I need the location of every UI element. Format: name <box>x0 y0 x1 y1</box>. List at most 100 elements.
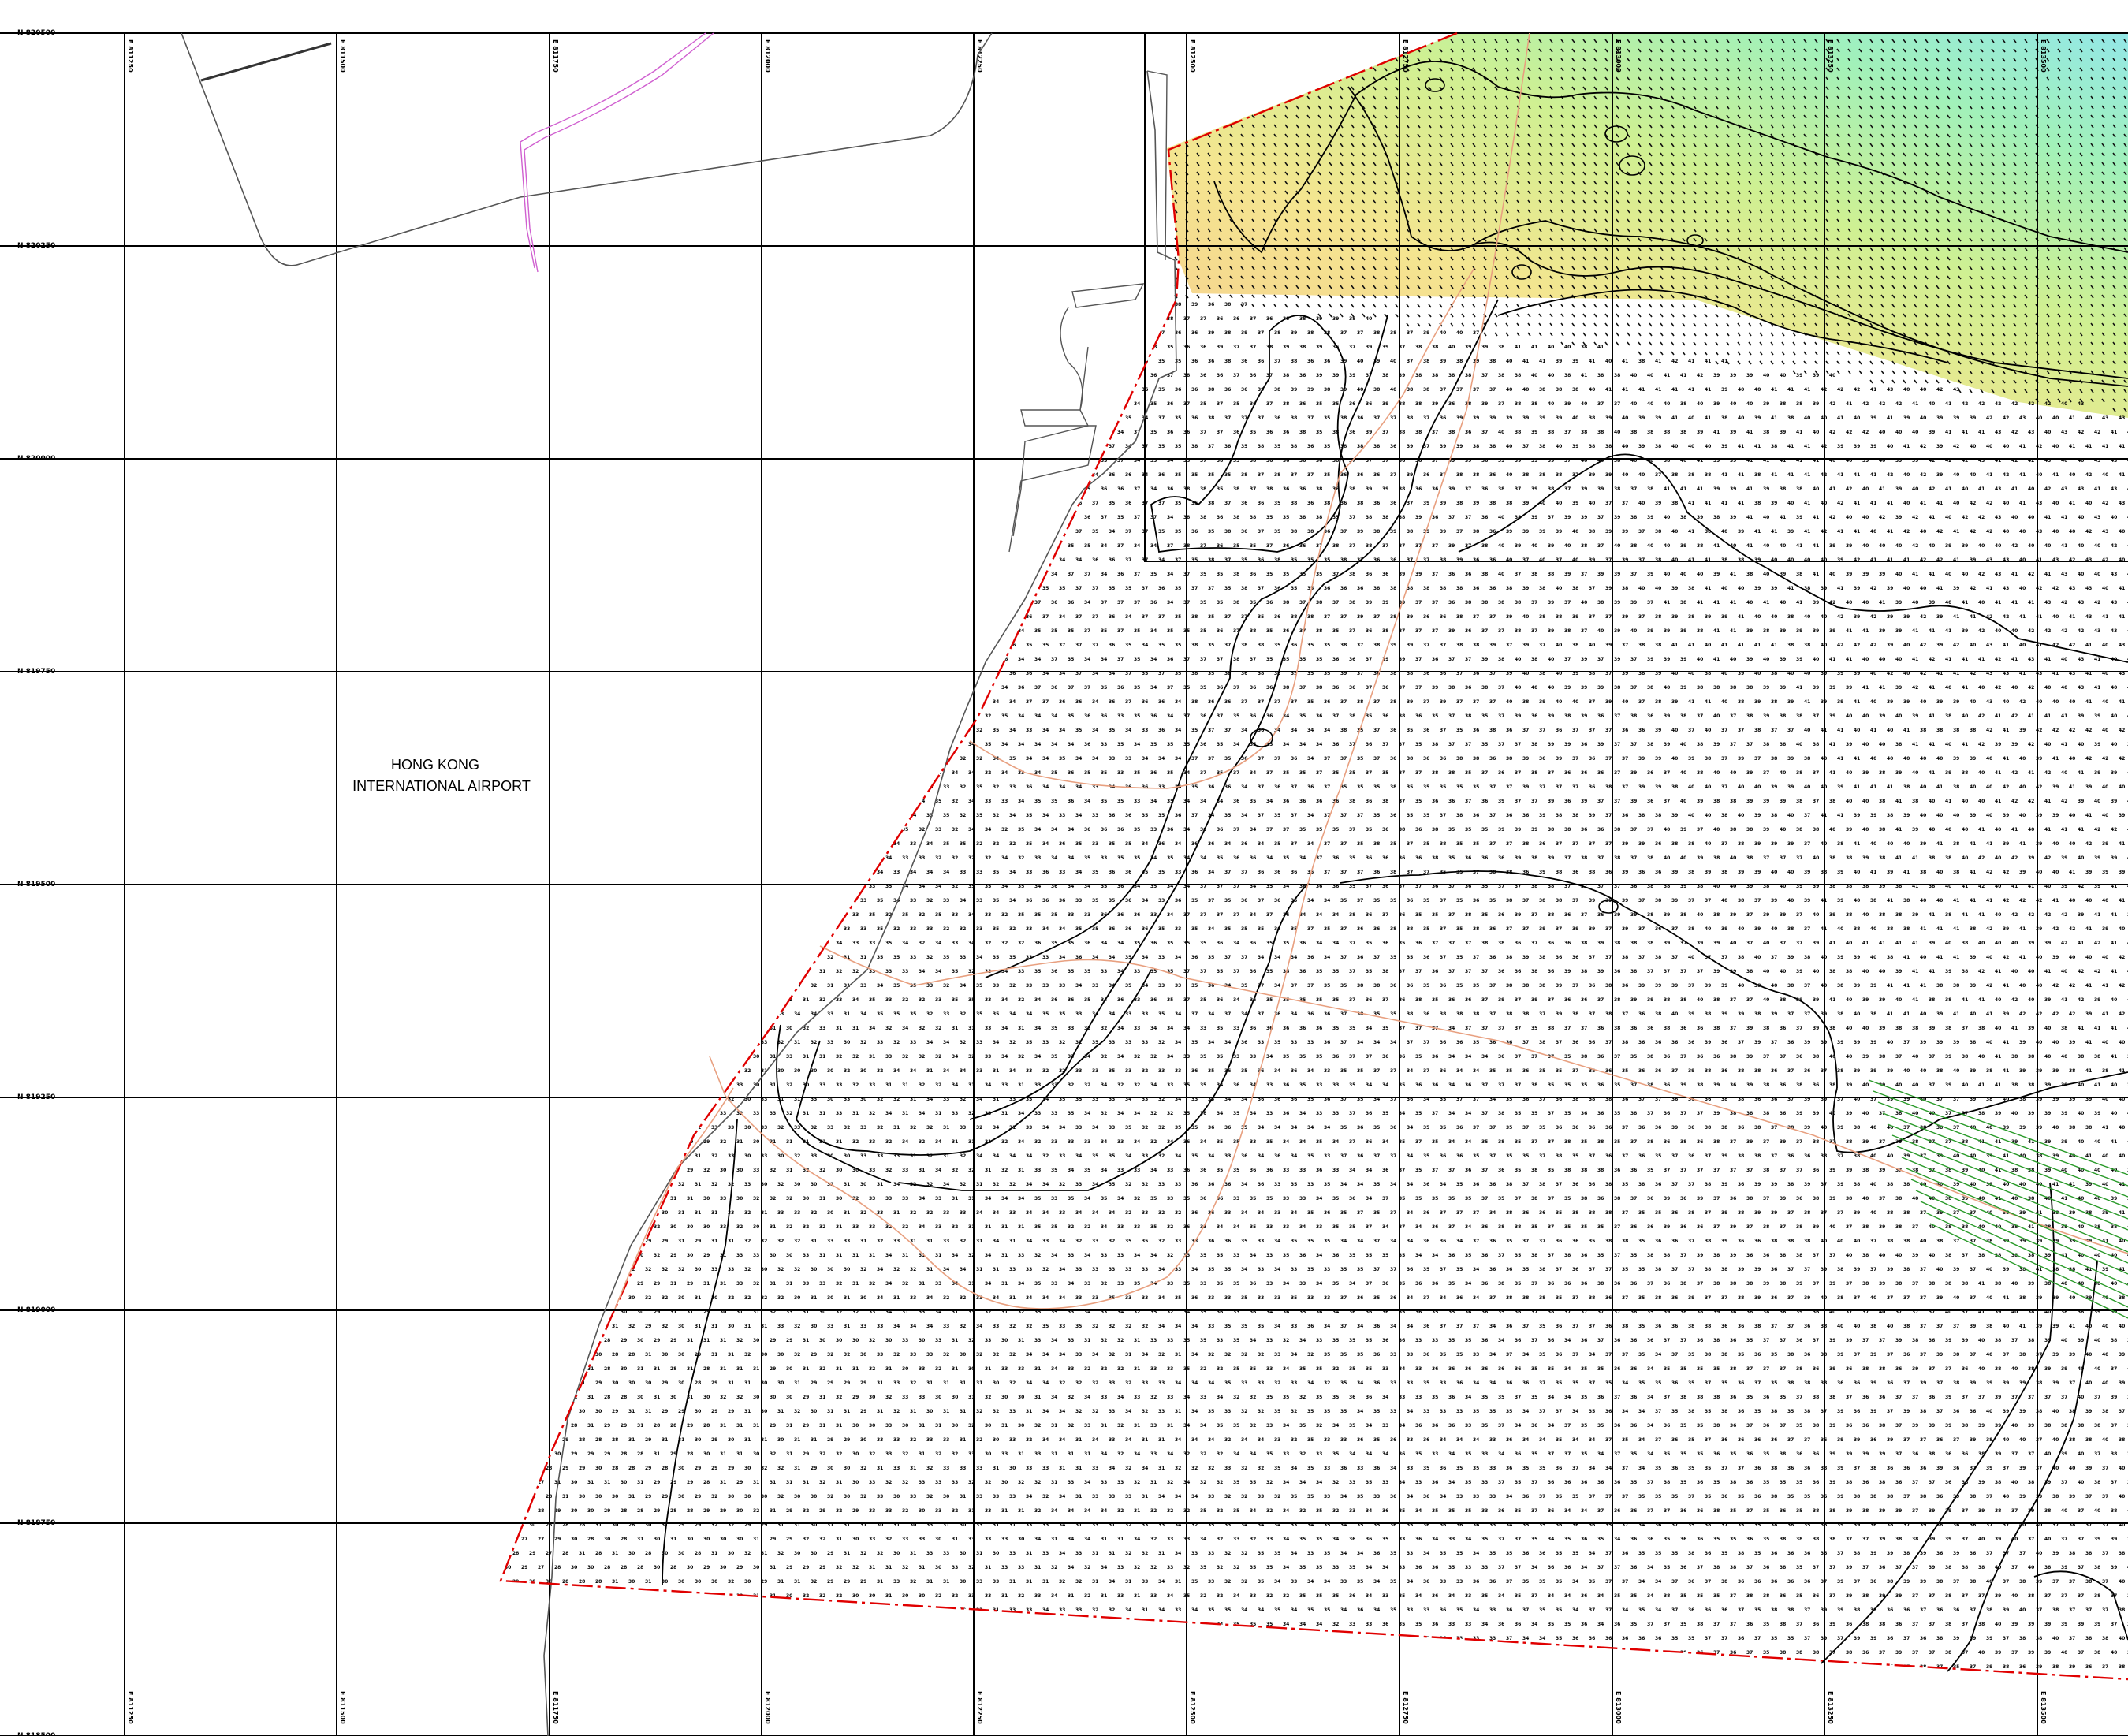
svg-text:42: 42 <box>2044 912 2051 918</box>
svg-text:33: 33 <box>827 586 833 591</box>
svg-text:36: 36 <box>1084 827 1090 833</box>
svg-text:40: 40 <box>1870 699 1876 705</box>
svg-text:33: 33 <box>654 316 660 322</box>
svg-text:33: 33 <box>811 728 817 733</box>
svg-text:33: 33 <box>893 529 900 535</box>
svg-text:32: 32 <box>753 430 759 435</box>
svg-text:40: 40 <box>1970 784 1976 790</box>
svg-text:33: 33 <box>736 174 743 180</box>
svg-text:33: 33 <box>579 529 585 535</box>
svg-text:36: 36 <box>960 302 966 307</box>
svg-text:33: 33 <box>753 373 759 378</box>
svg-text:36: 36 <box>803 174 809 180</box>
svg-text:32: 32 <box>512 841 519 847</box>
svg-text:37: 37 <box>919 316 925 322</box>
svg-text:39: 39 <box>1630 799 1637 804</box>
svg-text:32: 32 <box>860 841 866 847</box>
svg-text:40: 40 <box>2044 685 2051 691</box>
svg-text:33: 33 <box>919 855 925 861</box>
svg-text:36: 36 <box>1581 827 1587 833</box>
svg-text:42: 42 <box>2102 501 2108 506</box>
svg-text:40: 40 <box>1705 643 1711 648</box>
svg-text:40: 40 <box>1787 870 1794 875</box>
svg-text:39: 39 <box>1564 515 1571 520</box>
svg-text:41: 41 <box>1903 444 1910 449</box>
svg-text:41: 41 <box>2078 770 2084 776</box>
svg-text:33: 33 <box>943 898 949 903</box>
svg-text:36: 36 <box>1117 685 1124 691</box>
svg-text:31: 31 <box>678 415 684 421</box>
svg-text:41: 41 <box>1787 586 1794 591</box>
svg-text:35: 35 <box>1150 572 1157 577</box>
svg-text:41: 41 <box>1912 628 1918 634</box>
svg-text:33: 33 <box>554 373 561 378</box>
svg-text:38: 38 <box>1382 969 1388 974</box>
svg-text:34: 34 <box>794 444 800 449</box>
svg-text:37: 37 <box>1407 330 1413 336</box>
svg-text:32: 32 <box>877 813 883 818</box>
svg-text:40: 40 <box>1903 586 1910 591</box>
svg-text:37: 37 <box>1224 501 1231 506</box>
svg-text:31: 31 <box>744 813 751 818</box>
svg-text:40: 40 <box>1945 600 1951 605</box>
svg-text:32: 32 <box>521 742 527 747</box>
depth-soundings: 31 34 32 32 34 34 33 35 35 34 34 34 35 33 34 35 35 33 35 34… <box>505 146 2128 1679</box>
svg-text:33: 33 <box>1092 813 1098 818</box>
svg-text:40: 40 <box>1730 401 1736 407</box>
svg-text:31: 31 <box>529 330 535 336</box>
svg-text:34: 34 <box>877 870 883 875</box>
svg-text:37: 37 <box>1473 955 1479 960</box>
svg-text:32: 32 <box>505 430 511 435</box>
svg-text:41: 41 <box>1903 870 1910 875</box>
svg-text:33: 33 <box>628 955 635 960</box>
svg-text:38: 38 <box>1962 969 1968 974</box>
svg-text:37: 37 <box>1075 586 1082 591</box>
svg-text:34: 34 <box>1042 728 1049 733</box>
svg-text:35: 35 <box>952 373 958 378</box>
svg-text:37: 37 <box>1465 742 1471 747</box>
svg-text:40: 40 <box>1862 600 1869 605</box>
svg-text:40: 40 <box>1763 515 1769 520</box>
svg-text:39: 39 <box>1531 515 1537 520</box>
svg-text:39: 39 <box>1432 685 1438 691</box>
svg-text:41: 41 <box>1730 628 1736 634</box>
svg-text:33: 33 <box>893 643 900 648</box>
svg-text:39: 39 <box>1664 742 1670 747</box>
svg-text:37: 37 <box>1142 586 1148 591</box>
svg-text:37: 37 <box>1373 756 1380 762</box>
svg-text:33: 33 <box>844 557 850 563</box>
svg-text:32: 32 <box>794 472 800 478</box>
svg-text:36: 36 <box>1465 628 1471 634</box>
svg-text:40: 40 <box>2085 898 2092 903</box>
svg-text:39: 39 <box>1556 359 1562 364</box>
svg-text:32: 32 <box>595 756 602 762</box>
svg-text:29: 29 <box>538 799 544 804</box>
svg-text:42: 42 <box>2069 643 2075 648</box>
svg-text:34: 34 <box>786 543 792 549</box>
svg-text:40: 40 <box>1713 713 1720 719</box>
svg-text:36: 36 <box>1473 671 1479 676</box>
svg-text:36: 36 <box>1051 146 1057 151</box>
svg-text:36: 36 <box>770 373 776 378</box>
svg-text:39: 39 <box>1837 870 1843 875</box>
svg-text:39: 39 <box>1945 770 1951 776</box>
svg-text:30: 30 <box>521 657 527 662</box>
svg-text:38: 38 <box>1158 302 1165 307</box>
svg-text:40: 40 <box>1962 799 1968 804</box>
svg-text:35: 35 <box>1316 969 1322 974</box>
svg-text:33: 33 <box>1059 813 1065 818</box>
svg-text:33: 33 <box>777 330 784 336</box>
svg-text:38: 38 <box>1423 586 1429 591</box>
svg-text:39: 39 <box>1771 898 1777 903</box>
svg-text:40: 40 <box>1763 657 1769 662</box>
svg-text:31: 31 <box>703 685 710 691</box>
svg-text:37: 37 <box>1456 529 1463 535</box>
svg-text:39: 39 <box>1796 628 1802 634</box>
svg-text:33: 33 <box>844 728 850 733</box>
svg-text:34: 34 <box>621 316 627 322</box>
svg-text:32: 32 <box>753 543 759 549</box>
svg-text:39: 39 <box>1283 345 1289 350</box>
svg-text:35: 35 <box>786 316 792 322</box>
svg-text:38: 38 <box>1224 359 1231 364</box>
svg-text:37: 37 <box>1465 799 1471 804</box>
